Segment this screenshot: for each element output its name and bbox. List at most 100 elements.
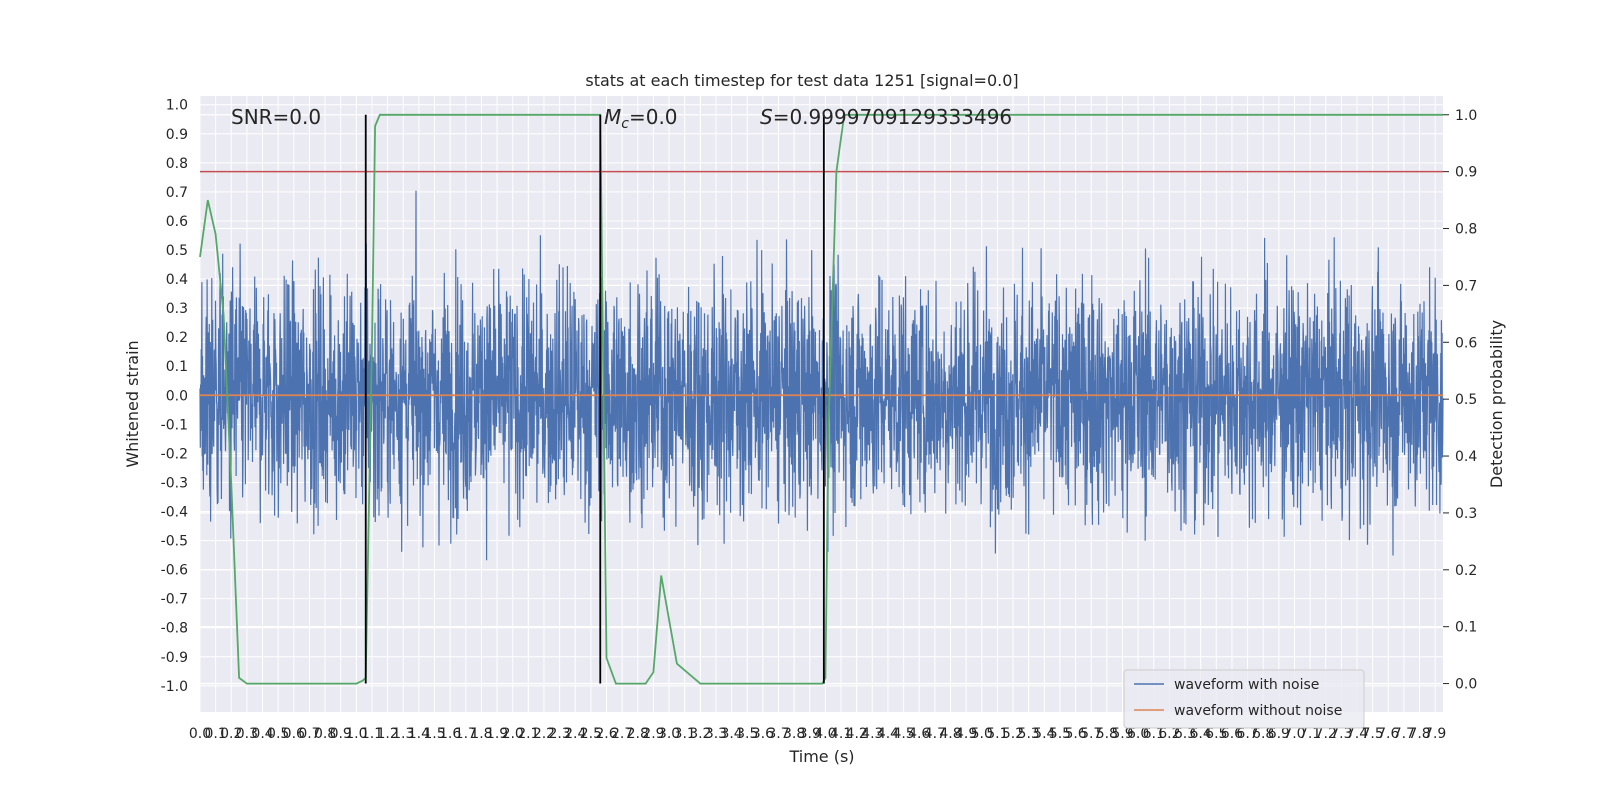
y-axis-right-label: Detection probability <box>1487 320 1506 488</box>
x-tick-label: 0.5 <box>267 726 289 742</box>
x-tick-label: 0.3 <box>236 726 258 742</box>
x-tick-label: 4.2 <box>846 726 868 742</box>
x-tick-label: 5.8 <box>1096 726 1118 742</box>
x-tick-label: 6.3 <box>1174 726 1196 742</box>
x-tick-label: 2.6 <box>595 726 617 742</box>
vertical-markers <box>364 114 825 684</box>
x-tick-label: 4.9 <box>955 726 977 742</box>
x-axis-ticks: 0.00.10.20.30.40.50.60.70.80.91.01.11.21… <box>189 726 1446 742</box>
x-tick-label: 0.0 <box>189 726 211 742</box>
y-right-tick-label: 1.0 <box>1455 108 1477 124</box>
y-tick-label: 0.7 <box>166 185 188 201</box>
y-right-tick-label: 0.6 <box>1455 335 1477 351</box>
y-tick-label: -0.5 <box>161 534 188 550</box>
x-tick-label: 0.1 <box>205 726 227 742</box>
x-tick-label: 4.1 <box>830 726 852 742</box>
x-tick-label: 2.3 <box>548 726 570 742</box>
x-tick-label: 3.5 <box>736 726 758 742</box>
x-tick-label: 2.0 <box>502 726 524 742</box>
y-tick-label: 1.0 <box>166 98 188 114</box>
x-tick-label: 5.9 <box>1111 726 1133 742</box>
y-axis-right-ticks: 1.0 0.9 0.8 0.7 0.6 0.5 0.4 0.3 0.2 0.1 0.0 <box>1443 108 1477 693</box>
x-axis-label: Time (s) <box>788 747 854 766</box>
y-right-tick-label: 0.0 <box>1455 677 1477 693</box>
y-right-tick-label: 0.2 <box>1455 563 1477 579</box>
x-tick-label: 1.9 <box>486 726 508 742</box>
x-tick-label: 1.2 <box>376 726 398 742</box>
y-tick-label: -0.9 <box>161 650 188 666</box>
x-tick-label: 3.2 <box>689 726 711 742</box>
legend-box <box>1123 669 1365 729</box>
x-tick-label: 0.7 <box>298 726 320 742</box>
x-tick-label: 7.2 <box>1315 726 1337 742</box>
y-tick-label: 0.5 <box>166 243 188 259</box>
x-tick-label: 3.4 <box>720 726 742 742</box>
x-tick-label: 2.4 <box>564 726 586 742</box>
legend: waveform with noise waveform without noi… <box>1123 669 1365 729</box>
y-tick-label: -0.3 <box>161 475 188 491</box>
y-right-tick-label: 0.7 <box>1455 278 1477 294</box>
x-tick-label: 1.3 <box>392 726 414 742</box>
x-tick-label: 4.3 <box>861 726 883 742</box>
x-tick-label: 5.7 <box>1080 726 1102 742</box>
x-tick-label: 6.7 <box>1236 726 1258 742</box>
y-tick-label: -0.8 <box>161 621 188 637</box>
y-right-tick-label: 0.3 <box>1455 506 1477 522</box>
x-tick-label: 5.6 <box>1064 726 1086 742</box>
x-tick-label: 6.2 <box>1158 726 1180 742</box>
x-tick-label: 2.8 <box>627 726 649 742</box>
noise-line <box>199 190 1444 561</box>
annotation-score: S=0.9999709129333496 <box>760 105 1012 129</box>
x-tick-label: 7.0 <box>1283 726 1305 742</box>
x-tick-label: 6.5 <box>1205 726 1227 742</box>
x-tick-label: 7.8 <box>1408 726 1430 742</box>
annotation-snr: SNR=0.0 <box>231 105 321 129</box>
x-tick-label: 7.9 <box>1424 726 1446 742</box>
x-tick-label: 4.7 <box>924 726 946 742</box>
annotation-score-symbol: S <box>760 105 773 129</box>
x-tick-label: 1.7 <box>455 726 477 742</box>
x-tick-label: 5.2 <box>1002 726 1024 742</box>
y-tick-label: -0.7 <box>161 592 188 608</box>
x-tick-label: 6.0 <box>1127 726 1149 742</box>
x-tick-label: 7.7 <box>1393 726 1415 742</box>
x-tick-label: 1.5 <box>423 726 445 742</box>
y-right-tick-label: 0.1 <box>1455 620 1477 636</box>
series-waveform-with-noise <box>199 190 1444 561</box>
x-tick-label: 3.7 <box>767 726 789 742</box>
x-tick-label: 7.6 <box>1377 726 1399 742</box>
annotation-chirp-mass: Mc=0.0 <box>604 105 678 132</box>
probability-line <box>199 113 1443 685</box>
chart-title: stats at each timestep for test data 125… <box>585 71 1018 90</box>
y-right-tick-label: 0.5 <box>1455 392 1477 408</box>
x-tick-label: 7.5 <box>1362 726 1384 742</box>
x-tick-label: 7.1 <box>1299 726 1321 742</box>
y-tick-label: 0.4 <box>166 272 188 288</box>
x-tick-label: 4.4 <box>877 726 899 742</box>
x-tick-label: 4.0 <box>814 726 836 742</box>
x-tick-label: 0.9 <box>330 726 352 742</box>
x-tick-label: 1.0 <box>345 726 367 742</box>
x-tick-label: 2.9 <box>642 726 664 742</box>
x-tick-label: 3.8 <box>783 726 805 742</box>
x-tick-label: 4.6 <box>908 726 930 742</box>
y-axis-label: Whitened strain <box>123 340 142 467</box>
legend-label-clean: waveform without noise <box>1174 703 1342 719</box>
x-tick-label: 5.0 <box>971 726 993 742</box>
y-tick-label: 0.3 <box>166 301 188 317</box>
x-tick-label: 6.8 <box>1252 726 1274 742</box>
x-tick-label: 0.4 <box>251 726 273 742</box>
x-tick-label: 3.9 <box>799 726 821 742</box>
y-right-tick-label: 0.9 <box>1455 165 1477 181</box>
x-tick-label: 2.7 <box>611 726 633 742</box>
x-tick-label: 3.3 <box>705 726 727 742</box>
x-tick-label: 6.9 <box>1268 726 1290 742</box>
x-tick-label: 1.1 <box>361 726 383 742</box>
annotation-score-value: =0.9999709129333496 <box>773 105 1012 129</box>
annotation-chirp-mass-value: =0.0 <box>629 105 678 129</box>
x-tick-label: 1.8 <box>470 726 492 742</box>
x-tick-label: 6.4 <box>1190 726 1212 742</box>
x-tick-label: 5.4 <box>1033 726 1055 742</box>
x-tick-label: 4.5 <box>892 726 914 742</box>
